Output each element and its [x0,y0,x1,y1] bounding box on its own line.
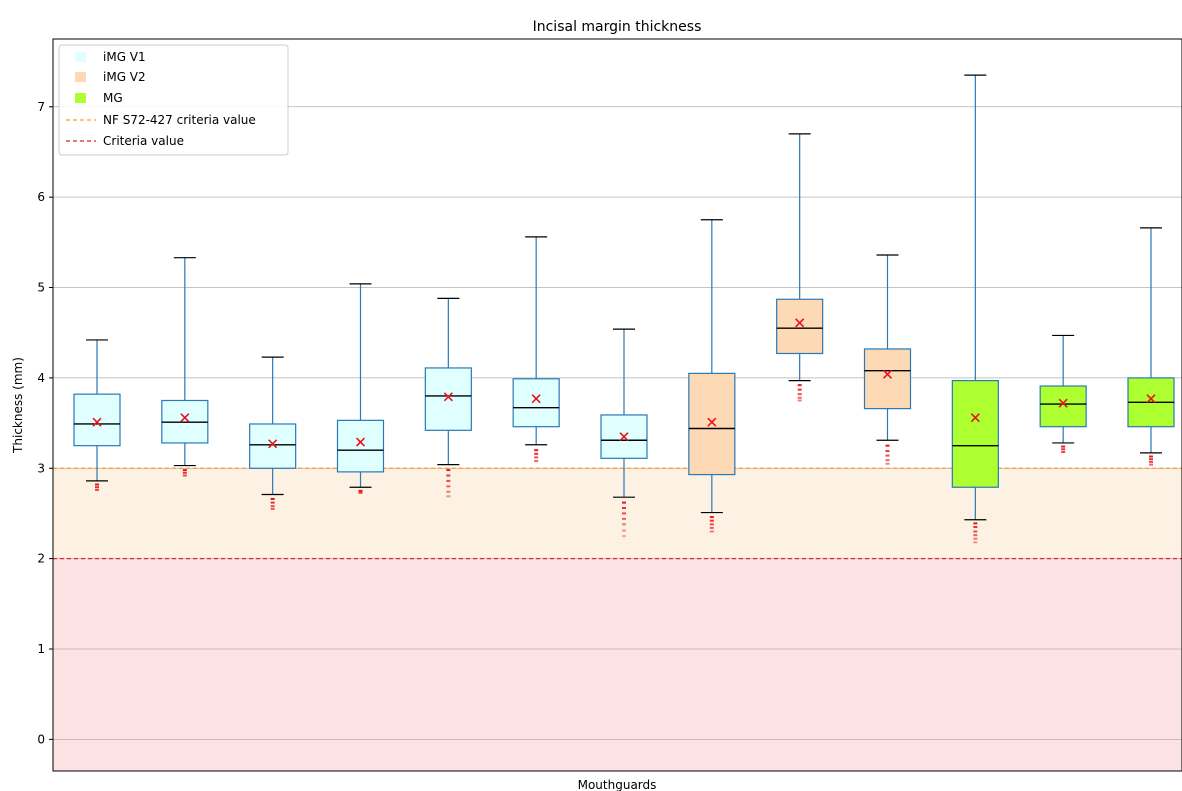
legend-label: NF S72-427 criteria value [103,113,256,127]
mean-marker [180,413,190,423]
mean-marker [1058,398,1068,408]
box-10 [863,254,912,465]
y-axis-label: Thickness (mm) [11,357,25,454]
iqr-box [512,378,560,428]
mean-marker [795,318,805,328]
box-3 [249,356,297,510]
iqr-box [951,380,999,488]
mean-marker [355,437,366,447]
box-4 [336,283,385,494]
x-axis-label: Mouthguards [578,778,657,791]
legend-swatch-mg [75,93,86,103]
legend-label: iMG V2 [103,70,146,84]
y-tick-label: 1 [37,642,45,656]
mean-marker [443,392,453,402]
y-axis: 0 1 2 3 4 5 6 7 [37,100,53,746]
legend-label: Criteria value [103,134,184,148]
box-6 [512,236,560,463]
mean-marker [92,417,102,427]
iqr-box [688,372,736,476]
box-13 [1127,227,1175,466]
plot-frame [52,38,1182,772]
threshold-bands [53,468,1182,771]
nf-criteria-band [53,468,1182,559]
mean-marker [970,413,980,423]
iqr-box [249,423,297,469]
mean-marker [531,394,541,404]
box-8 [688,219,736,533]
box-2 [161,257,209,477]
legend-swatch-img-v1 [75,52,86,62]
mean-marker [268,439,278,449]
legend: iMG V1 iMG V2 MG NF S72-427 criteria value C… [58,44,289,156]
box-7 [600,328,648,538]
y-tick-label: 0 [37,732,45,746]
y-tick-label: 3 [37,461,45,475]
legend-label: MG [103,91,123,105]
box-9 [776,133,824,402]
y-tick-label: 6 [37,190,45,204]
iqr-box [73,393,121,447]
legend-frame [58,44,289,156]
box-12 [1039,334,1087,453]
legend-label: iMG V1 [103,50,146,64]
y-tick-label: 7 [37,100,45,114]
iqr-box [424,367,472,431]
criteria-band [53,558,1182,771]
iqr-box [776,298,824,355]
legend-swatch-img-v2 [75,72,86,82]
y-tick-label: 2 [37,552,45,566]
mean-marker [707,417,717,427]
box-5 [424,297,472,498]
iqr-box [863,348,912,410]
iqr-box [336,419,385,473]
iqr-box [1039,385,1087,428]
boxes-layer [73,74,1175,544]
mean-marker [882,369,893,379]
box-1 [73,339,121,491]
y-tick-label: 4 [37,371,45,385]
mean-marker [619,432,629,442]
box-11 [951,74,999,544]
y-tick-label: 5 [37,281,45,295]
chart-title: Incisal margin thickness [533,19,702,35]
mean-marker [1146,394,1156,404]
